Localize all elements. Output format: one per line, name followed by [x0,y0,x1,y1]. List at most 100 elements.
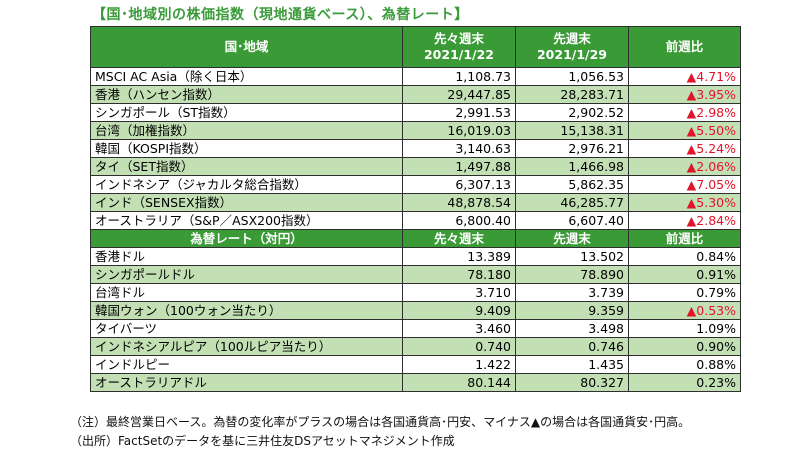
stock-rows: MSCI AC Asia（除く日本） 1,108.73 1,056.53 ▲4.71%… [90,67,741,230]
weekly-change: ▲7.05% [628,175,741,194]
weekly-change: ▲4.71% [628,67,741,86]
last-week-value: 80.327 [515,373,629,392]
fx-rows: 香港ドル 13.389 13.502 0.84% シンガポールドル 78.180 78.89… [90,247,741,392]
fx-region-header: 為替レート（対円） [90,229,403,248]
last-week-value: 28,283.71 [515,85,629,104]
weekly-change: ▲2.84% [628,211,741,230]
last-week-value: 78.890 [515,265,629,284]
prev-week-value: 1,108.73 [402,67,516,86]
weekly-change: 0.91% [628,265,741,284]
row-name: インドネシアルピア（100ルピア当たり） [90,337,403,356]
last-week-value: 46,285.77 [515,193,629,212]
weekly-change: ▲5.30% [628,193,741,212]
stock-fx-table: 国･地域 先々週末 2021/1/22 先週末 2021/1/29 前週比 MS… [90,26,741,392]
prev-week-value: 2,991.53 [402,103,516,122]
last-week-value: 3.739 [515,283,629,302]
table-title: 【国･地域別の株価指数（現地通貨ベース）、為替レート】 [92,7,469,23]
prev-week-header: 先々週末 2021/1/22 [402,26,516,68]
fx-header-section: 為替レート（対円） 先々週末 先週末 前週比 [90,229,741,248]
fx-change-header: 前週比 [628,229,741,248]
prev-week-value: 1.422 [402,355,516,374]
fx-last-week-header: 先週末 [515,229,629,248]
stock-row: 香港（ハンセン指数） 29,447.85 28,283.71 ▲3.95% [90,85,741,104]
last-week-value: 1.435 [515,355,629,374]
prev-week-value: 16,019.03 [402,121,516,140]
last-week-value: 2,902.52 [515,103,629,122]
fx-row: 香港ドル 13.389 13.502 0.84% [90,247,741,266]
weekly-change: 0.90% [628,337,741,356]
prev-week-value: 78.180 [402,265,516,284]
fx-row: タイバーツ 3.460 3.498 1.09% [90,319,741,338]
stock-row: タイ（SET指数） 1,497.88 1,466.98 ▲2.06% [90,157,741,176]
fx-row: インドルピー 1.422 1.435 0.88% [90,355,741,374]
stock-row: インドネシア（ジャカルタ総合指数） 6,307.13 5,862.35 ▲7.05% [90,175,741,194]
fx-prev-week-header: 先々週末 [402,229,516,248]
prev-week-value: 3.710 [402,283,516,302]
weekly-change: 0.88% [628,355,741,374]
stock-row: 韓国（KOSPI指数） 3,140.63 2,976.21 ▲5.24% [90,139,741,158]
row-name: オーストラリア（S&P／ASX200指数） [90,211,403,230]
weekly-change: ▲5.50% [628,121,741,140]
fx-row: インドネシアルピア（100ルピア当たり） 0.740 0.746 0.90% [90,337,741,356]
row-name: シンガポール（ST指数） [90,103,403,122]
row-name: 台湾ドル [90,283,403,302]
last-week-value: 5,862.35 [515,175,629,194]
last-week-value: 1,056.53 [515,67,629,86]
prev-week-value: 3.460 [402,319,516,338]
prev-week-value: 6,307.13 [402,175,516,194]
footnote-source: （出所）FactSetのデータを基に三井住友DSアセットマネジメント作成 [70,434,455,448]
weekly-change: ▲3.95% [628,85,741,104]
row-name: 香港ドル [90,247,403,266]
stock-header-row: 国･地域 先々週末 2021/1/22 先週末 2021/1/29 前週比 [90,26,741,68]
weekly-change: 1.09% [628,319,741,338]
weekly-change: ▲2.98% [628,103,741,122]
row-name: インドネシア（ジャカルタ総合指数） [90,175,403,194]
last-week-header: 先週末 2021/1/29 [515,26,629,68]
last-week-value: 9.359 [515,301,629,320]
weekly-change: 0.79% [628,283,741,302]
weekly-change: 0.23% [628,373,741,392]
prev-week-value: 48,878.54 [402,193,516,212]
fx-row: 台湾ドル 3.710 3.739 0.79% [90,283,741,302]
prev-week-value: 0.740 [402,337,516,356]
change-header: 前週比 [628,26,741,68]
row-name: 韓国（KOSPI指数） [90,139,403,158]
last-week-value: 6,607.40 [515,211,629,230]
prev-week-value: 13.389 [402,247,516,266]
row-name: 韓国ウォン（100ウォン当たり） [90,301,403,320]
row-name: MSCI AC Asia（除く日本） [90,67,403,86]
last-week-value: 3.498 [515,319,629,338]
row-name: タイ（SET指数） [90,157,403,176]
stock-row: 台湾（加権指数） 16,019.03 15,138.31 ▲5.50% [90,121,741,140]
prev-week-value: 9.409 [402,301,516,320]
last-week-value: 1,466.98 [515,157,629,176]
last-week-value: 13.502 [515,247,629,266]
last-week-value: 15,138.31 [515,121,629,140]
prev-week-value: 1,497.88 [402,157,516,176]
stock-row: シンガポール（ST指数） 2,991.53 2,902.52 ▲2.98% [90,103,741,122]
row-name: 香港（ハンセン指数） [90,85,403,104]
fx-row: 韓国ウォン（100ウォン当たり） 9.409 9.359 ▲0.53% [90,301,741,320]
row-name: オーストラリアドル [90,373,403,392]
prev-week-value: 29,447.85 [402,85,516,104]
last-week-value: 0.746 [515,337,629,356]
last-week-value: 2,976.21 [515,139,629,158]
weekly-change: 0.84% [628,247,741,266]
weekly-change: ▲5.24% [628,139,741,158]
weekly-change: ▲0.53% [628,301,741,320]
row-name: タイバーツ [90,319,403,338]
stock-row: MSCI AC Asia（除く日本） 1,108.73 1,056.53 ▲4.71% [90,67,741,86]
fx-row: シンガポールドル 78.180 78.890 0.91% [90,265,741,284]
stock-row: オーストラリア（S&P／ASX200指数） 6,800.40 6,607.40 ▲2.… [90,211,741,230]
fx-header-row: 為替レート（対円） 先々週末 先週末 前週比 [90,229,741,248]
prev-week-value: 3,140.63 [402,139,516,158]
fx-row: オーストラリアドル 80.144 80.327 0.23% [90,373,741,392]
row-name: シンガポールドル [90,265,403,284]
footnote-note: （注）最終営業日ベース。為替の変化率がプラスの場合は各国通貨高･円安、マイナス▲… [70,415,691,429]
weekly-change: ▲2.06% [628,157,741,176]
region-header: 国･地域 [90,26,403,68]
row-name: インドルピー [90,355,403,374]
row-name: 台湾（加権指数） [90,121,403,140]
prev-week-value: 6,800.40 [402,211,516,230]
row-name: インド（SENSEX指数） [90,193,403,212]
